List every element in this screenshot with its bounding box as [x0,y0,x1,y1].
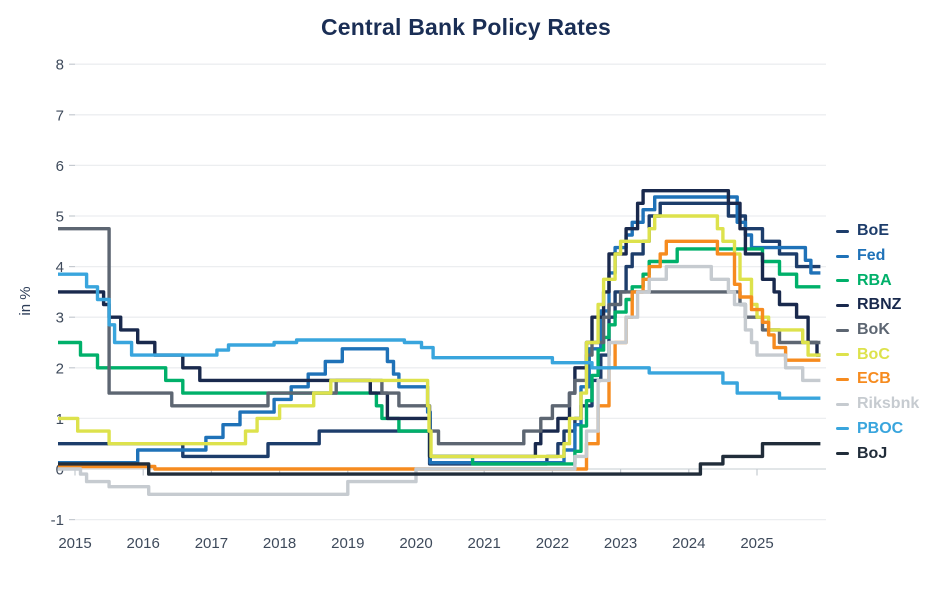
x-tick-label: 2015 [58,535,91,552]
y-tick-label: 3 [56,310,64,327]
y-tick-label: 8 [56,57,64,74]
legend-swatch-ecb [836,377,849,381]
x-tick-label: 2025 [740,535,773,552]
y-tick-label: 6 [56,158,64,175]
x-tick-label: 2021 [468,535,501,552]
y-tick-label: 2 [56,360,64,377]
x-tick-label: 2017 [195,535,228,552]
legend-item-rba: RBA [836,268,919,293]
legend-swatch-boj [836,452,849,456]
x-tick-label: 2020 [399,535,432,552]
chart-title: Central Bank Policy Rates [320,14,612,40]
legend-swatch-rbnz [836,303,849,307]
y-tick-label: 5 [56,209,64,226]
series-line-ecb [58,239,821,471]
series-line-boj [58,442,821,476]
legend-item-boe: BoE [836,219,919,244]
legend-label-rba: RBA [857,271,892,289]
series-line-bok [58,227,821,446]
legend-label-ecb: ECB [857,370,891,388]
legend-swatch-rba [836,279,849,283]
y-tick-label: -1 [51,512,64,529]
legend-label-boj: BoJ [857,444,888,462]
legend-label-bok: BoK [857,321,890,339]
legend-swatch-pboc [836,427,849,431]
legend-label-pboc: PBOC [857,419,904,437]
x-tick-label: 2024 [672,535,705,552]
legend-label-boe: BoE [857,222,889,240]
chart-legend: BoE Fed RBA RBNZ BoK BoC ECB Riksbnk PBOC BoJ [836,219,919,466]
legend-item-riksbnk: Riksbnk [836,392,919,417]
series-line-boc [58,214,821,459]
legend-item-boj: BoJ [836,441,919,466]
series-line-riksbnk [58,264,821,496]
x-tick-label: 2018 [263,535,296,552]
series-line-rbnz [58,189,821,459]
x-tick-label: 2022 [536,535,569,552]
legend-label-boc: BoC [857,345,890,363]
legend-label-riksbnk: Riksbnk [857,395,920,413]
legend-item-fed: Fed [836,244,919,269]
x-tick-label: 2019 [331,535,364,552]
legend-swatch-bok [836,328,849,332]
legend-swatch-boe [836,229,849,233]
legend-item-boc: BoC [836,342,919,367]
series-line-pboc [58,272,821,400]
legend-label-fed: Fed [857,247,886,265]
series-line-fed [58,195,821,465]
legend-swatch-boc [836,353,849,357]
y-tick-label: 7 [56,107,64,124]
legend-item-bok: BoK [836,318,919,343]
legend-label-rbnz: RBNZ [857,296,902,314]
y-tick-label: 4 [56,259,64,276]
x-tick-label: 2023 [604,535,637,552]
legend-swatch-fed [836,254,849,258]
legend-swatch-riksbnk [836,402,849,406]
legend-item-pboc: PBOC [836,417,919,442]
x-tick-label: 2016 [127,535,160,552]
legend-item-rbnz: RBNZ [836,293,919,318]
legend-item-ecb: ECB [836,367,919,392]
